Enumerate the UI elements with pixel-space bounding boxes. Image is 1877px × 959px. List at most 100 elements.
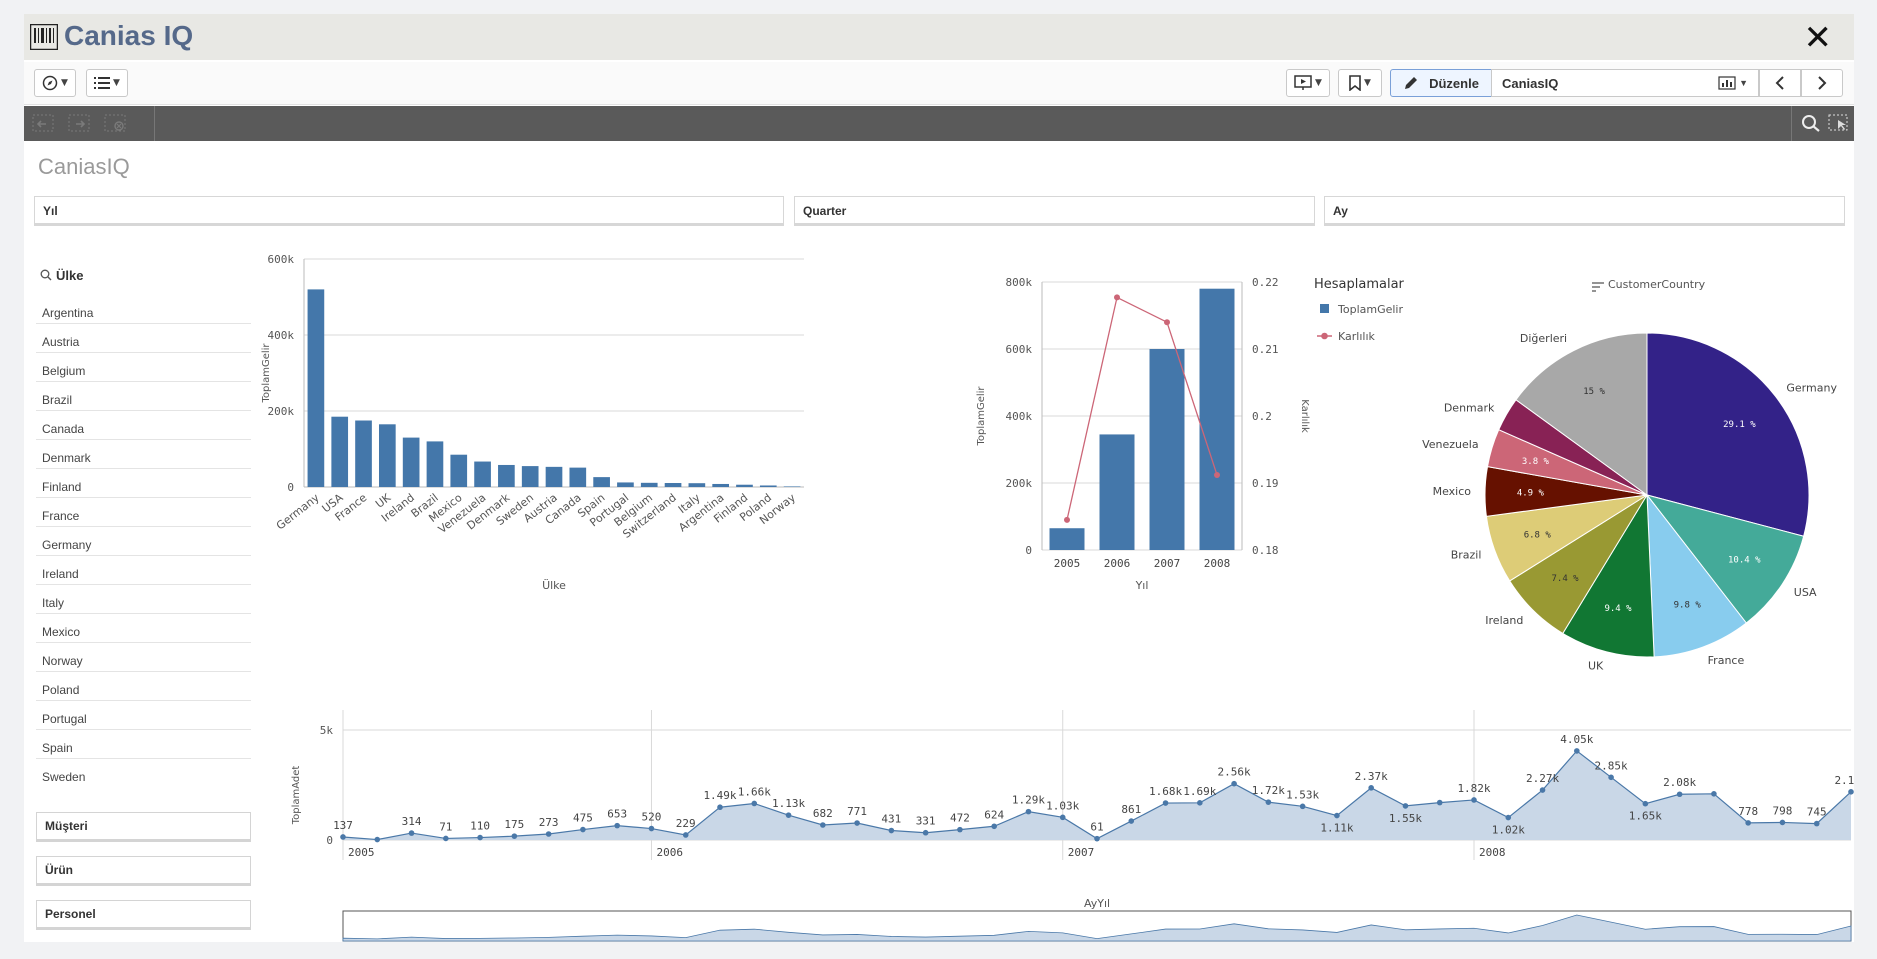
bar[interactable]: [688, 483, 706, 487]
listbox-item[interactable]: Austria: [36, 324, 251, 353]
bar[interactable]: [498, 464, 515, 487]
karlilik-point[interactable]: [1064, 516, 1070, 523]
data-point[interactable]: [922, 829, 929, 836]
data-point[interactable]: [477, 834, 483, 841]
pie-slice[interactable]: [1562, 493, 1655, 658]
data-point[interactable]: [991, 823, 997, 830]
bar[interactable]: [355, 420, 372, 488]
data-point[interactable]: [1779, 819, 1786, 826]
bookmark-button[interactable]: ▼: [1338, 69, 1382, 97]
bar[interactable]: [783, 486, 801, 487]
data-point[interactable]: [1197, 800, 1203, 806]
listbox-item[interactable]: Italy: [36, 585, 251, 614]
listbox-item[interactable]: Brazil: [36, 382, 251, 411]
data-point[interactable]: [1128, 818, 1135, 824]
listbox-item[interactable]: France: [36, 498, 251, 527]
clear-selections-icon[interactable]: [104, 114, 126, 132]
data-point[interactable]: [1265, 799, 1272, 805]
data-point[interactable]: [374, 836, 381, 843]
data-point[interactable]: [1711, 791, 1717, 797]
monthly-quantity-area-chart[interactable]: 0 5k 2005 2006 2007 2008 137 314 71 110 175 273 475 6…: [259, 704, 1854, 942]
bar[interactable]: [402, 437, 420, 487]
data-point[interactable]: [580, 826, 586, 833]
data-point[interactable]: [785, 812, 792, 818]
pie-slice[interactable]: [1646, 332, 1810, 537]
listbox-item[interactable]: Spain: [36, 730, 251, 759]
yearly-revenue-combo-chart[interactable]: 0 200k 400k 600k 800k 0.18 0.19 0.2 0.21 0.22 2005…: [944, 254, 1414, 694]
dimension-urun[interactable]: Ürün: [36, 856, 251, 886]
listbox-item[interactable]: Canada: [36, 411, 251, 440]
pie-slice[interactable]: [1515, 332, 1648, 496]
data-point[interactable]: [340, 834, 346, 840]
karlilik-point[interactable]: [1114, 294, 1120, 301]
data-point[interactable]: [1505, 814, 1512, 821]
data-point[interactable]: [1642, 800, 1649, 807]
step-back-icon[interactable]: [32, 114, 54, 132]
listbox-item[interactable]: Argentina: [36, 295, 251, 324]
search-icon[interactable]: [1800, 114, 1822, 132]
bar[interactable]: [379, 424, 396, 487]
bar[interactable]: [664, 483, 682, 487]
sheet-selector[interactable]: CaniasIQ ▼: [1491, 69, 1759, 97]
data-point[interactable]: [1745, 820, 1751, 826]
bar[interactable]: [759, 485, 777, 487]
data-point[interactable]: [1402, 803, 1409, 809]
data-point[interactable]: [1471, 797, 1477, 803]
data-point[interactable]: [1299, 803, 1306, 810]
data-point[interactable]: [1231, 780, 1237, 787]
bar[interactable]: [617, 482, 634, 487]
data-point[interactable]: [1059, 814, 1066, 821]
step-forward-icon[interactable]: [68, 114, 90, 132]
pie-slice[interactable]: [1646, 493, 1747, 658]
data-point[interactable]: [545, 831, 552, 837]
next-sheet-button[interactable]: [1801, 69, 1843, 97]
close-icon[interactable]: ✕: [1803, 18, 1833, 58]
bar[interactable]: [1099, 434, 1135, 550]
data-point[interactable]: [1094, 835, 1100, 842]
data-point[interactable]: [1368, 785, 1374, 791]
pie-slice[interactable]: [1645, 494, 1805, 624]
listbox-item[interactable]: Ireland: [36, 556, 251, 585]
data-point[interactable]: [1608, 774, 1614, 781]
data-point[interactable]: [957, 826, 963, 833]
filter-quarter[interactable]: Quarter: [794, 196, 1315, 226]
karlilik-point[interactable]: [1164, 319, 1170, 326]
data-point[interactable]: [443, 835, 449, 842]
filter-yil[interactable]: Yıl: [34, 196, 784, 226]
karlilik-point[interactable]: [1214, 471, 1220, 478]
bar[interactable]: [521, 466, 539, 487]
data-point[interactable]: [682, 832, 689, 838]
customer-country-pie-chart[interactable]: CustomerCountry 29.1 % Germany 10.4 % USA 9.8…: [1394, 254, 1854, 694]
bar[interactable]: [593, 477, 610, 487]
listbox-header[interactable]: Ülke: [36, 262, 251, 288]
story-button[interactable]: ▼: [1286, 69, 1330, 97]
listbox-item[interactable]: Germany: [36, 527, 251, 556]
listbox-item[interactable]: Finland: [36, 469, 251, 498]
data-point[interactable]: [648, 825, 655, 832]
bar[interactable]: [1049, 528, 1085, 550]
bar[interactable]: [450, 454, 468, 487]
data-point[interactable]: [1162, 800, 1169, 806]
bar[interactable]: [307, 289, 325, 487]
data-point[interactable]: [408, 830, 415, 836]
listbox-item[interactable]: Norway: [36, 643, 251, 672]
data-point[interactable]: [717, 804, 723, 811]
data-point[interactable]: [888, 827, 895, 834]
bar[interactable]: [426, 441, 444, 487]
dimension-personel[interactable]: Personel: [36, 900, 251, 930]
bar[interactable]: [331, 416, 349, 487]
data-point[interactable]: [1676, 791, 1683, 798]
bar[interactable]: [640, 482, 658, 487]
data-point[interactable]: [511, 833, 518, 839]
data-point[interactable]: [820, 822, 826, 828]
listbox-item[interactable]: Belgium: [36, 353, 251, 382]
data-point[interactable]: [614, 822, 620, 829]
data-point[interactable]: [854, 820, 860, 826]
edit-button[interactable]: Düzenle: [1390, 69, 1492, 97]
bar[interactable]: [474, 461, 491, 487]
bar[interactable]: [712, 483, 729, 487]
bar[interactable]: [736, 484, 753, 487]
data-point[interactable]: [1574, 748, 1580, 754]
bar[interactable]: [1149, 349, 1185, 550]
